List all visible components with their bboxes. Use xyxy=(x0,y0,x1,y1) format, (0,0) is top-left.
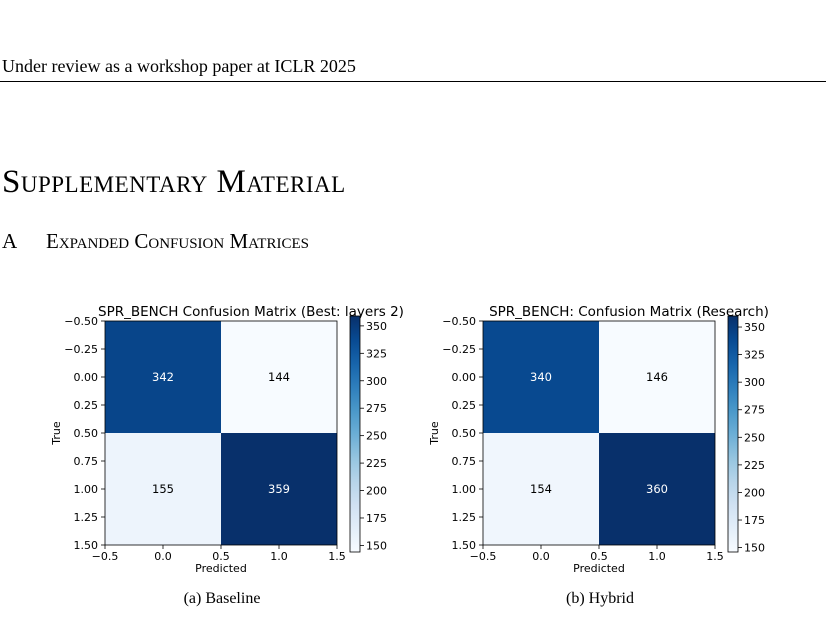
x-tick-label: 1.5 xyxy=(706,550,724,563)
y-axis-label: True xyxy=(428,421,441,446)
subsection-number: A xyxy=(2,229,18,253)
confusion-matrix-hybrid-chart: SPR_BENCH: Confusion Matrix (Research) 34… xyxy=(428,304,769,575)
x-axis-label: Predicted xyxy=(573,562,625,575)
colorbar-tick-label: 325 xyxy=(366,347,387,360)
y-tick-label: −0.50 xyxy=(442,315,476,328)
heatmap-cell xyxy=(105,433,221,545)
colorbar-tick-label: 350 xyxy=(744,321,765,334)
colorbar-tick-label: 300 xyxy=(744,376,765,389)
y-tick-label: 1.50 xyxy=(74,539,99,552)
colorbar-tick-label: 250 xyxy=(366,430,387,443)
y-tick-label: 0.00 xyxy=(452,371,477,384)
figure-hybrid: SPR_BENCH: Confusion Matrix (Research) 34… xyxy=(428,300,769,585)
y-tick-label: 1.50 xyxy=(452,539,477,552)
cell-value-label: 146 xyxy=(646,370,668,384)
cell-value-label: 155 xyxy=(152,482,174,496)
heatmap-cell xyxy=(599,433,715,545)
heatmap-cell xyxy=(105,321,221,433)
x-tick-label: 0.5 xyxy=(212,550,230,563)
y-tick-label: 1.25 xyxy=(74,511,99,524)
y-tick-label: −0.25 xyxy=(442,343,476,356)
colorbar-tick-label: 275 xyxy=(744,404,765,417)
colorbar-tick-label: 200 xyxy=(744,486,765,499)
figure-caption-baseline: (a) Baseline xyxy=(183,590,261,607)
y-tick-label: 0.25 xyxy=(452,399,477,412)
y-axis-label: True xyxy=(50,421,63,446)
subsection-title-text: Expanded Confusion Matrices xyxy=(46,229,309,253)
y-tick-label: 0.00 xyxy=(74,371,99,384)
chart-title: SPR_BENCH: Confusion Matrix (Research) xyxy=(489,304,769,320)
section-title-text: Supplementary Material xyxy=(2,164,346,200)
x-tick-label: 0.0 xyxy=(532,550,550,563)
y-tick-label: 1.00 xyxy=(74,483,99,496)
x-tick-label: −0.5 xyxy=(470,550,497,563)
cell-value-label: 359 xyxy=(268,482,290,496)
colorbar-tick-label: 225 xyxy=(744,459,765,472)
heatmap-cell xyxy=(221,321,337,433)
y-tick-label: −0.50 xyxy=(64,315,98,328)
colorbar-tick-label: 250 xyxy=(744,431,765,444)
y-tick-label: 1.25 xyxy=(452,511,477,524)
cell-value-label: 360 xyxy=(646,482,668,496)
x-tick-label: 0.5 xyxy=(590,550,608,563)
colorbar xyxy=(727,315,739,553)
x-tick-label: 0.0 xyxy=(154,550,172,563)
cell-value-label: 144 xyxy=(268,370,290,384)
x-axis-label: Predicted xyxy=(195,562,247,575)
page-header: Under review as a workshop paper at ICLR… xyxy=(2,56,356,76)
y-tick-label: 0.25 xyxy=(74,399,99,412)
colorbar-tick-label: 225 xyxy=(366,457,387,470)
confusion-matrix-baseline-chart: SPR_BENCH Confusion Matrix (Best: layers… xyxy=(50,304,404,575)
y-tick-label: 0.50 xyxy=(452,427,477,440)
heatmap-cell xyxy=(221,433,337,545)
heatmap-cell xyxy=(483,321,599,433)
x-tick-label: −0.5 xyxy=(92,550,119,563)
figure-caption-hybrid: (b) Hybrid xyxy=(566,590,634,607)
subsection-title: A Expanded Confusion Matrices xyxy=(2,229,309,254)
colorbar-tick-label: 175 xyxy=(744,514,765,527)
x-tick-label: 1.0 xyxy=(270,550,288,563)
heatmap-cell xyxy=(599,321,715,433)
colorbar-tick-label: 175 xyxy=(366,512,387,525)
section-title: Supplementary Material xyxy=(2,164,346,201)
x-tick-label: 1.5 xyxy=(328,550,346,563)
figure-baseline: SPR_BENCH Confusion Matrix (Best: layers… xyxy=(50,300,404,585)
heatmap-cell xyxy=(483,433,599,545)
y-tick-label: 1.00 xyxy=(452,483,477,496)
y-tick-label: 0.50 xyxy=(74,427,99,440)
header-rule xyxy=(0,81,826,82)
colorbar-tick-label: 275 xyxy=(366,402,387,415)
y-tick-label: 0.75 xyxy=(452,455,477,468)
cell-value-label: 340 xyxy=(530,370,552,384)
cell-value-label: 342 xyxy=(152,370,174,384)
colorbar-tick-label: 150 xyxy=(366,539,387,552)
colorbar-tick-label: 325 xyxy=(744,349,765,362)
chart-title: SPR_BENCH Confusion Matrix (Best: layers… xyxy=(98,304,404,320)
colorbar xyxy=(349,315,361,553)
colorbar-tick-label: 350 xyxy=(366,320,387,333)
cell-value-label: 154 xyxy=(530,482,552,496)
y-tick-label: −0.25 xyxy=(64,343,98,356)
y-tick-label: 0.75 xyxy=(74,455,99,468)
x-tick-label: 1.0 xyxy=(648,550,666,563)
colorbar-tick-label: 300 xyxy=(366,375,387,388)
colorbar-tick-label: 150 xyxy=(744,542,765,555)
colorbar-tick-label: 200 xyxy=(366,485,387,498)
